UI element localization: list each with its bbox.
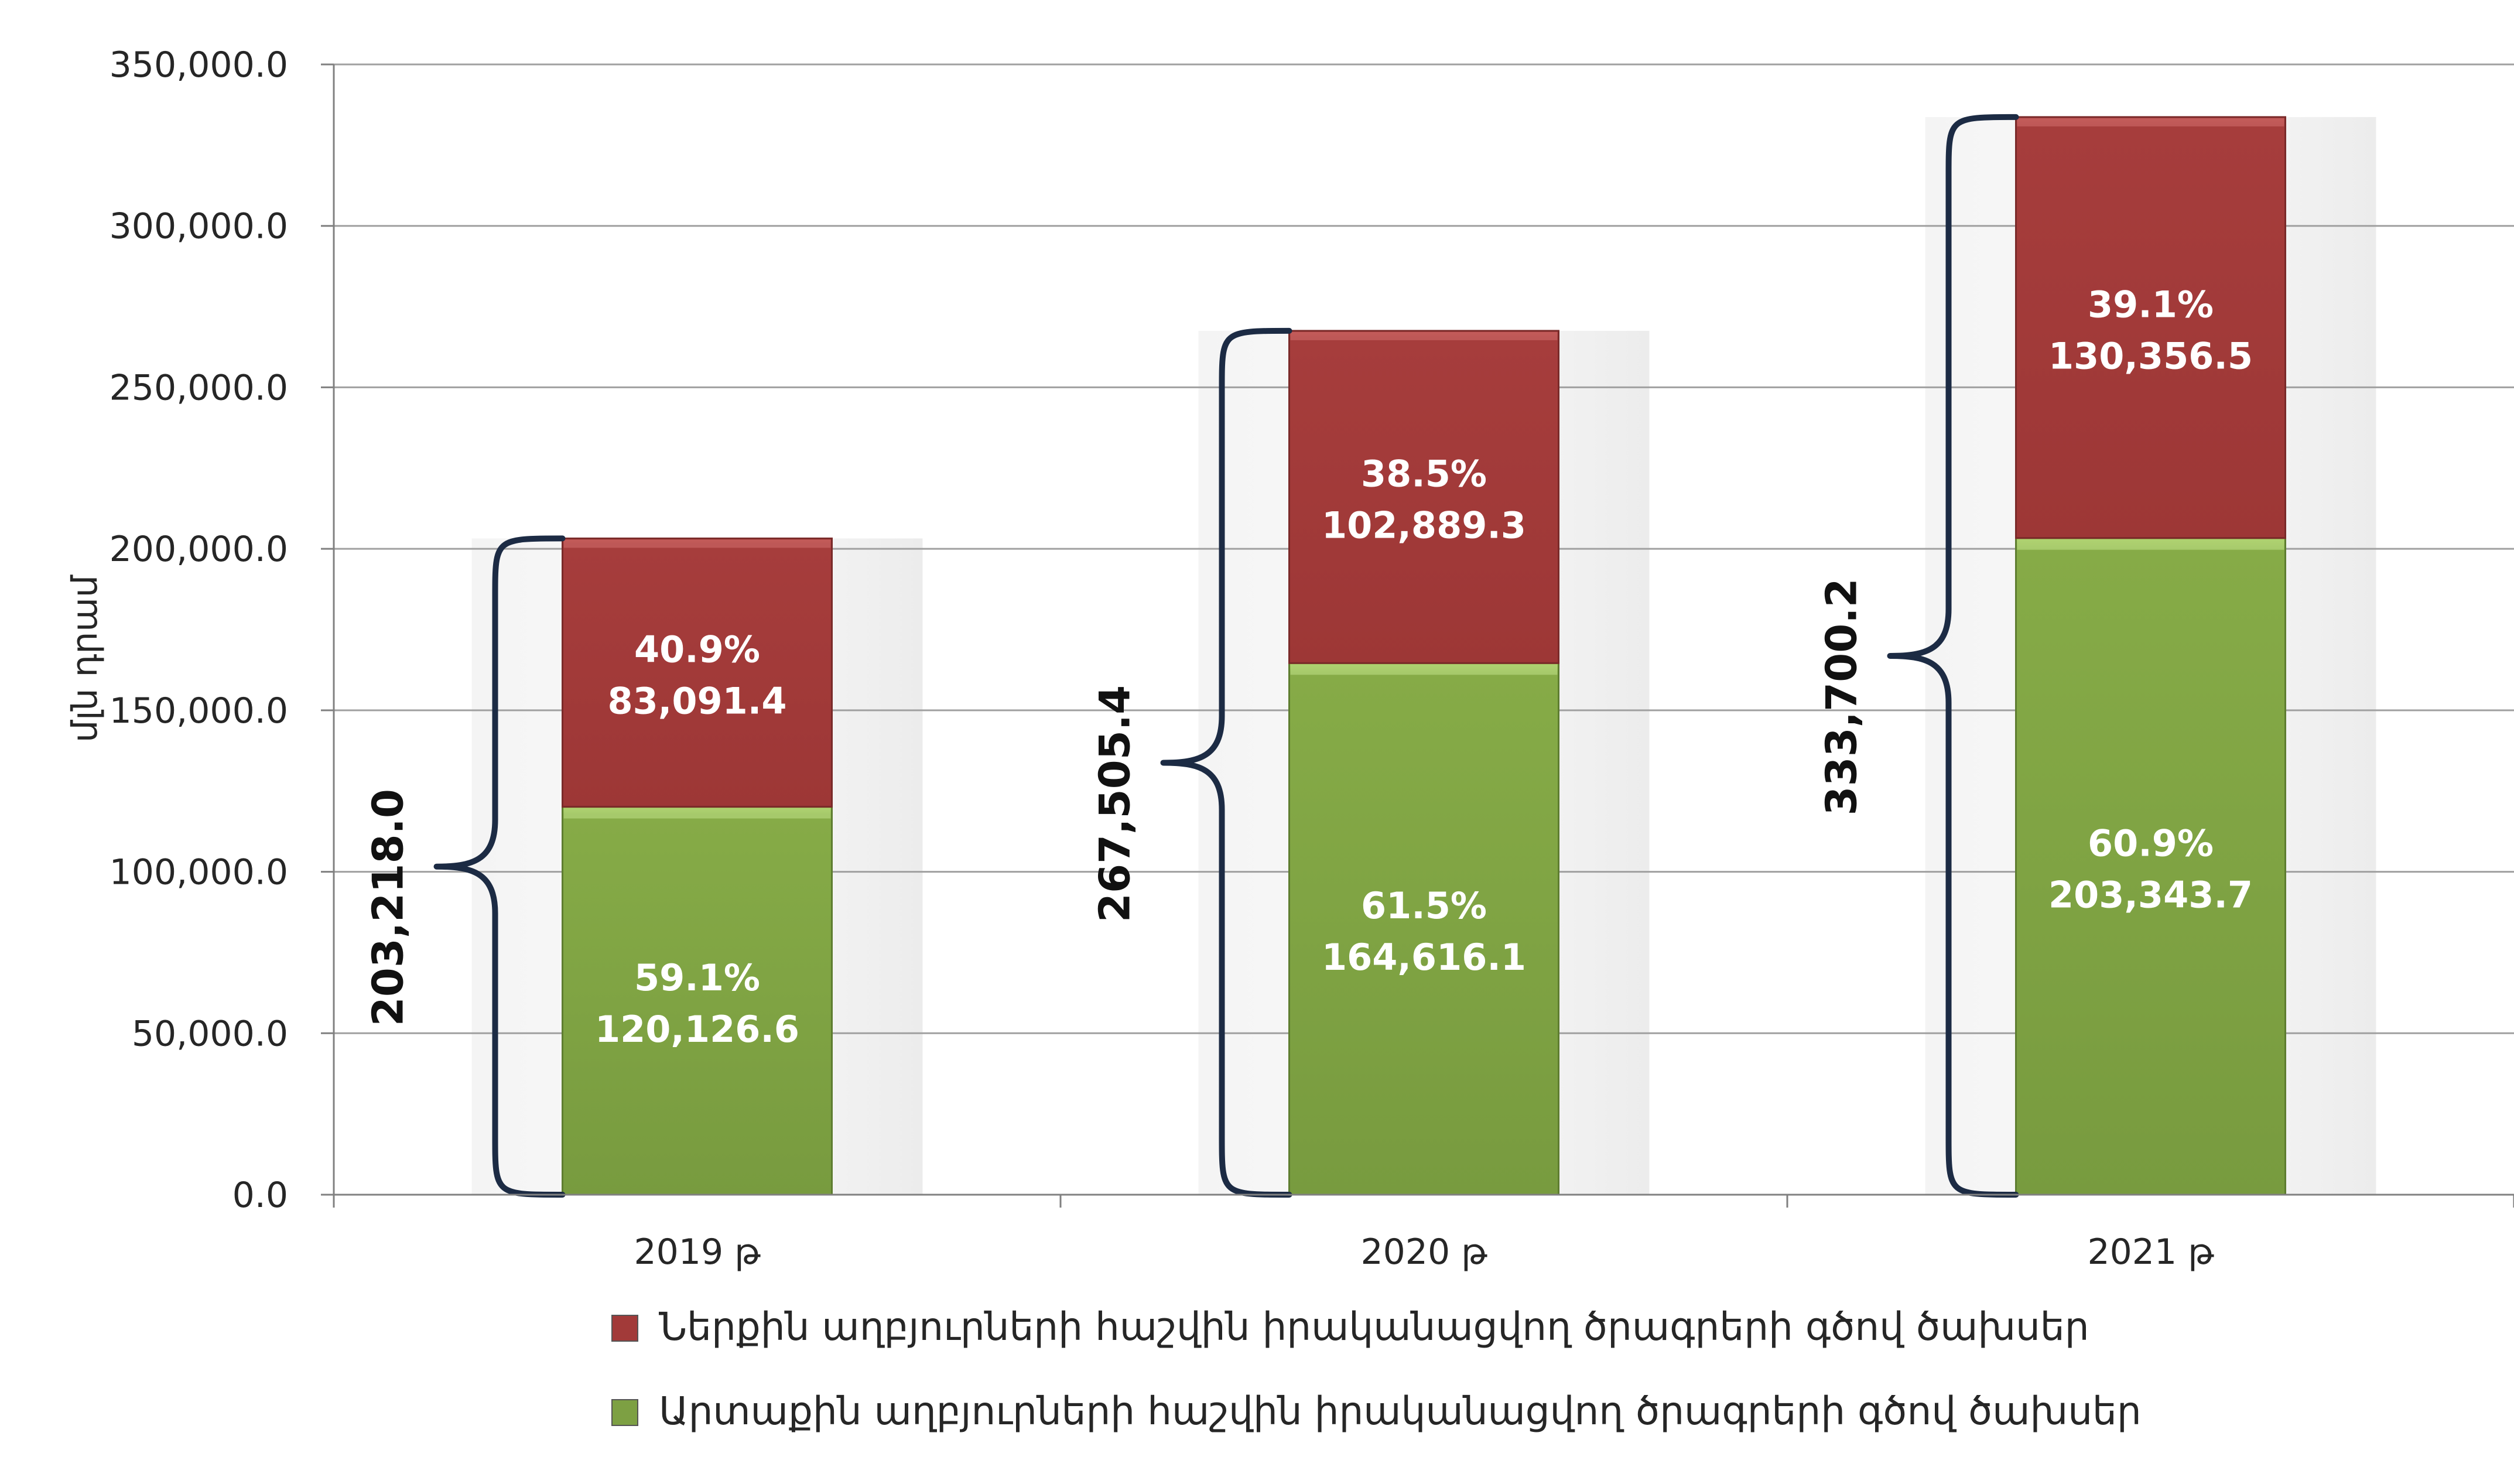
- total-label: 333,700.2: [1817, 578, 1866, 815]
- internal-value-label: 102,889.3: [1322, 504, 1526, 547]
- axes: [321, 63, 2514, 1208]
- labels: 0.0 50,000.0 100,000.0 150,000.0 200,000.0 25…: [64, 45, 2253, 1273]
- bar-bevel-highlight: [2017, 539, 2284, 550]
- legend-swatch: [611, 1315, 638, 1342]
- internal-percent-label: 38.5%: [1361, 453, 1487, 495]
- bar-segment-external: [2015, 537, 2286, 1196]
- y-tick-label: 300,000.0: [110, 206, 288, 247]
- y-axis-title: մլն դրամ: [64, 575, 105, 743]
- legend: Ներքին աղբյուրների հաշվին իրականացվող ծր…: [611, 1304, 2142, 1434]
- bar-bevel-highlight: [1290, 664, 1558, 675]
- external-percent-label: 59.1%: [634, 956, 760, 999]
- external-percent-label: 61.5%: [1361, 884, 1487, 927]
- total-brace: [1160, 327, 1292, 1198]
- x-category-label: 2019 թ: [634, 1232, 761, 1273]
- legend-label: Ներքին աղբյուրների հաշվին իրականացվող ծր…: [659, 1304, 2089, 1349]
- total-label: 203,218.0: [364, 789, 413, 1026]
- total-brace: [433, 535, 566, 1198]
- y-tick-label: 250,000.0: [110, 367, 288, 408]
- external-value-label: 203,343.7: [2048, 873, 2253, 916]
- y-tick-label: 150,000.0: [110, 690, 288, 731]
- internal-value-label: 83,091.4: [608, 679, 787, 722]
- external-value-label: 164,616.1: [1322, 936, 1526, 979]
- legend-label: Արտաքին աղբյուրների հաշվին իրականացվող ծ…: [659, 1389, 2142, 1434]
- internal-value-label: 130,356.5: [2048, 334, 2253, 377]
- y-tick-label: 50,000.0: [132, 1013, 288, 1054]
- internal-percent-label: 40.9%: [634, 628, 760, 671]
- bar-bevel-highlight: [2017, 118, 2284, 126]
- bar-segment-internal: [562, 537, 833, 808]
- total-brace: [1887, 114, 2019, 1198]
- external-percent-label: 60.9%: [2088, 822, 2214, 864]
- y-tick-label: 200,000.0: [110, 529, 288, 570]
- x-category-label: 2020 թ: [1360, 1232, 1487, 1273]
- bar-bevel-highlight: [1290, 331, 1558, 340]
- x-category-label: 2021 թ: [2087, 1232, 2214, 1273]
- y-tick-label: 100,000.0: [110, 852, 288, 893]
- bar-segment-internal: [2015, 116, 2286, 539]
- internal-percent-label: 39.1%: [2088, 283, 2214, 326]
- bar-segment-external: [562, 806, 833, 1196]
- bar-bevel-highlight: [563, 808, 831, 819]
- total-label: 267,505.4: [1090, 685, 1140, 922]
- y-tick-label: 0.0: [232, 1175, 288, 1216]
- bar-segment-internal: [1288, 330, 1559, 664]
- bar-bevel-highlight: [563, 539, 831, 548]
- bar-segment-external: [1288, 662, 1559, 1196]
- y-tick-label: 350,000.0: [110, 45, 288, 86]
- total-braces: [433, 114, 2019, 1198]
- external-value-label: 120,126.6: [595, 1008, 799, 1051]
- bars: [562, 116, 2286, 1196]
- legend-swatch: [611, 1399, 638, 1426]
